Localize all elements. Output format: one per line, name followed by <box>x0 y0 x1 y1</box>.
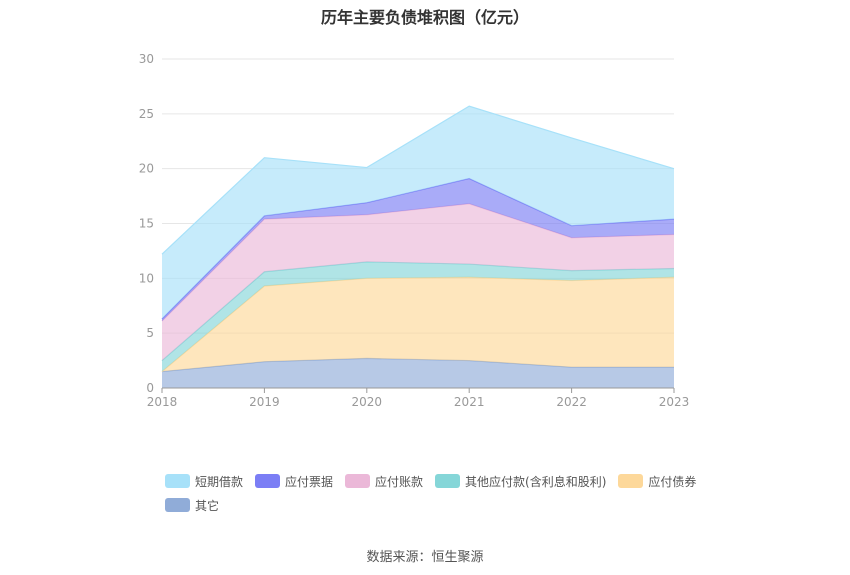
legend-swatch <box>435 474 461 488</box>
area-应付债券 <box>162 277 674 372</box>
area-应付账款 <box>162 203 674 361</box>
chart-title: 历年主要负债堆积图（亿元） <box>320 8 529 27</box>
legend-swatch <box>255 474 281 488</box>
x-tick-label: 2022 <box>556 395 587 409</box>
x-tick-label: 2018 <box>147 395 178 409</box>
legend-item[interactable]: 短期借款 <box>165 473 243 489</box>
legend-label: 应付票据 <box>285 474 334 489</box>
legend-item[interactable]: 应付账款 <box>345 473 423 489</box>
data-source: 数据来源：恒生聚源 <box>366 550 484 565</box>
axes: 0 5 10 15 20 25 30 2018 2019 2020 2021 2022 2023 <box>139 52 690 409</box>
legend-item[interactable]: 应付债券 <box>618 473 696 489</box>
area-其他应付款(含利息和股利) <box>162 261 674 372</box>
y-tick-label: 15 <box>139 217 154 231</box>
y-tick-label: 10 <box>139 271 154 285</box>
legend-swatch <box>618 474 644 488</box>
legend-label: 短期借款 <box>195 474 244 489</box>
legend-item[interactable]: 应付票据 <box>255 473 333 489</box>
legend-item[interactable]: 其他应付款(含利息和股利) <box>435 473 606 489</box>
x-tick-label: 2020 <box>352 395 383 409</box>
legend-swatch <box>165 474 190 488</box>
y-tick-label: 5 <box>146 326 154 340</box>
legend-label: 应付债券 <box>648 474 697 489</box>
area-短期借款 <box>162 106 674 319</box>
y-tick-label: 25 <box>139 107 154 121</box>
legend-swatch <box>345 474 371 488</box>
y-tick-label: 0 <box>146 381 154 395</box>
legend-label: 其它 <box>195 498 220 513</box>
x-tick-label: 2019 <box>249 395 280 409</box>
legend-label: 其他应付款(含利息和股利) <box>465 474 607 489</box>
legend-label: 应付账款 <box>375 474 424 489</box>
legend-item[interactable]: 其它 <box>165 497 219 513</box>
y-tick-label: 20 <box>139 162 154 176</box>
area-series <box>161 105 675 388</box>
line-短期借款 <box>161 105 675 255</box>
x-tick-label: 2023 <box>659 395 690 409</box>
legend-swatch <box>165 498 190 512</box>
legend: 短期借款 应付票据 应付账款 其他应付款(含利息和股利) 应付债券其它 <box>165 473 725 513</box>
x-tick-label: 2021 <box>454 395 485 409</box>
y-tick-label: 30 <box>139 52 154 66</box>
